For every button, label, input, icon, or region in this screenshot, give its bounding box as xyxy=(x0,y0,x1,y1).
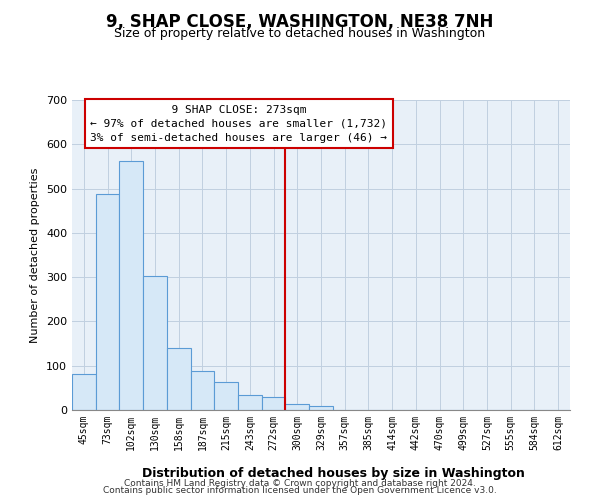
Bar xyxy=(286,404,309,410)
Text: Contains public sector information licensed under the Open Government Licence v3: Contains public sector information licen… xyxy=(103,486,497,495)
Bar xyxy=(214,382,238,410)
Bar xyxy=(309,406,333,410)
Text: 9 SHAP CLOSE: 273sqm  
← 97% of detached houses are smaller (1,732)
3% of semi-d: 9 SHAP CLOSE: 273sqm ← 97% of detached h… xyxy=(91,104,388,142)
Text: Contains HM Land Registry data © Crown copyright and database right 2024.: Contains HM Land Registry data © Crown c… xyxy=(124,478,476,488)
Bar xyxy=(191,372,214,410)
Bar xyxy=(143,276,167,410)
Y-axis label: Number of detached properties: Number of detached properties xyxy=(31,168,40,342)
Bar xyxy=(96,194,119,410)
Bar xyxy=(119,161,143,410)
Text: Size of property relative to detached houses in Washington: Size of property relative to detached ho… xyxy=(115,28,485,40)
Bar xyxy=(72,374,96,410)
Text: Distribution of detached houses by size in Washington: Distribution of detached houses by size … xyxy=(142,467,524,480)
Text: 9, SHAP CLOSE, WASHINGTON, NE38 7NH: 9, SHAP CLOSE, WASHINGTON, NE38 7NH xyxy=(106,12,494,30)
Bar xyxy=(238,394,262,410)
Bar xyxy=(167,348,191,410)
Bar xyxy=(262,397,286,410)
